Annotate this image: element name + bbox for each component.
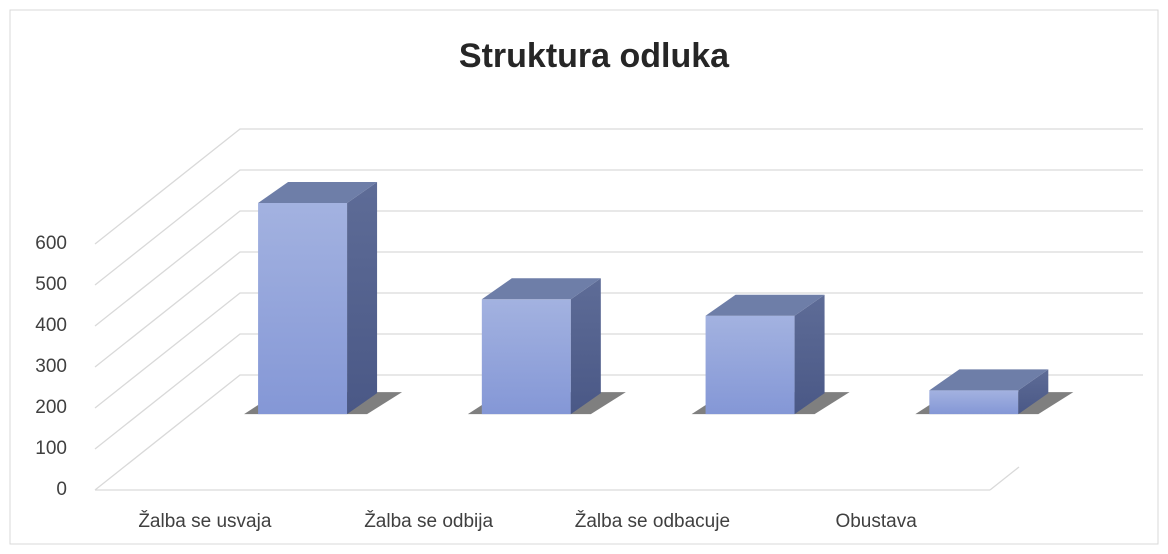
bar-top: [258, 181, 378, 203]
bar: [705, 315, 795, 415]
grid-line: [94, 251, 1143, 368]
y-tick-label: 400: [35, 315, 67, 336]
y-tick-label: 300: [35, 356, 67, 377]
bar-side: [347, 181, 378, 415]
grid-line: [94, 333, 1143, 450]
y-tick-label: 600: [35, 233, 67, 254]
bar: [258, 202, 348, 415]
y-tick-label: 200: [35, 397, 67, 418]
floor-right: [989, 466, 1020, 491]
grid-line: [94, 169, 1143, 286]
grid-line: [94, 128, 1143, 245]
y-tick-label: 500: [35, 274, 67, 295]
y-tick-label: 0: [56, 479, 67, 500]
grid-line: [94, 292, 1143, 409]
bar-side: [570, 278, 601, 415]
chart-title: Struktura odluka: [459, 37, 730, 75]
bar-top: [929, 369, 1049, 391]
chart-border: [9, 9, 1159, 545]
x-tick-label: Žalba se usvaja: [138, 510, 272, 532]
bar-side: [1018, 369, 1049, 415]
x-tick-label: Žalba se odbija: [364, 510, 493, 532]
bar: [481, 299, 571, 415]
x-tick-label: Obustava: [835, 511, 917, 532]
grid-line: [94, 374, 1143, 491]
y-tick-label: 100: [35, 438, 67, 459]
bar-top: [481, 278, 601, 300]
bar: [929, 390, 1019, 415]
grid-line: [94, 210, 1143, 327]
bar-top: [705, 294, 825, 316]
bar-side: [794, 294, 825, 415]
x-tick-label: Žalba se odbacuje: [575, 510, 730, 532]
